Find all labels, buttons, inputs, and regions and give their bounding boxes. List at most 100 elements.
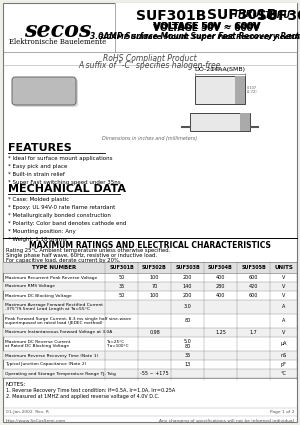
Text: Maximum Recurrent Peak Reverse Voltage: Maximum Recurrent Peak Reverse Voltage [5, 275, 98, 280]
Text: http://www.SeCosSemi.com: http://www.SeCosSemi.com [6, 419, 66, 423]
Bar [240, 113, 250, 131]
Text: SUF304B: SUF304B [208, 265, 233, 270]
Text: Maximum Average Forward Rectified Current
.375"(9.5mm) Lead Length at Ta=55°C: Maximum Average Forward Rectified Curren… [5, 303, 103, 311]
Text: VOLTAGE 50V ~ 600V: VOLTAGE 50V ~ 600V [153, 22, 260, 31]
Text: -55 ~ +175: -55 ~ +175 [140, 371, 169, 376]
Text: 3.0AMP Surface Mount Super Fast Recovery Rectifiers: 3.0AMP Surface Mount Super Fast Recovery… [90, 32, 300, 41]
Text: SUF305B: SUF305B [207, 8, 300, 22]
Bar [115, 3, 297, 52]
Text: 1.25: 1.25 [215, 330, 226, 335]
Text: 600: 600 [249, 293, 258, 298]
Text: 35: 35 [184, 353, 190, 358]
Text: SUF303B: SUF303B [175, 265, 200, 270]
Text: 400: 400 [216, 275, 225, 280]
Text: THRU: THRU [232, 10, 260, 19]
Text: * Epoxy: UL 94V-0 rate flame retardant: * Epoxy: UL 94V-0 rate flame retardant [8, 205, 115, 210]
Text: Single phase half wave, 60Hz, resistive or inductive load.: Single phase half wave, 60Hz, resistive … [6, 253, 157, 258]
Text: pF: pF [280, 362, 286, 367]
Text: 420: 420 [249, 284, 258, 289]
Text: SUF305B: SUF305B [247, 9, 300, 23]
Bar [3, 300, 297, 314]
Text: V: V [282, 284, 285, 289]
Text: 400: 400 [216, 293, 225, 298]
Text: * Weight: 1.10 grams: * Weight: 1.10 grams [8, 237, 67, 242]
Text: 3.0AMP Surface Mount Super Fast Recovery Rectifiers: 3.0AMP Surface Mount Super Fast Recovery… [99, 34, 300, 40]
Text: * Metallurgically bonded construction: * Metallurgically bonded construction [8, 213, 111, 218]
Bar [3, 369, 297, 378]
Text: 0.107
(2.72): 0.107 (2.72) [247, 86, 258, 94]
Text: DO-214AA(SMB): DO-214AA(SMB) [194, 67, 245, 72]
Text: Peak Forward Surge Current, 8.3 ms single half sine-wave
superimposed on rated l: Peak Forward Surge Current, 8.3 ms singl… [5, 317, 131, 325]
Bar [235, 76, 245, 104]
Text: * Polarity: Color band denotes cathode end: * Polarity: Color band denotes cathode e… [8, 221, 126, 226]
Text: RoHS Compliant Product: RoHS Compliant Product [103, 54, 197, 63]
Text: 50: 50 [118, 275, 124, 280]
Text: 100: 100 [150, 293, 159, 298]
Text: Dimensions in inches and (millimeters): Dimensions in inches and (millimeters) [102, 136, 198, 141]
Text: Operating and Storage Temperature Range TJ, Tstg: Operating and Storage Temperature Range … [5, 371, 116, 376]
Text: VOLTAGE 50V ~ 600V: VOLTAGE 50V ~ 600V [153, 24, 260, 33]
Text: Maximum Reverse Recovery Time (Note 1): Maximum Reverse Recovery Time (Note 1) [5, 354, 98, 357]
Text: μA: μA [280, 342, 287, 346]
Text: 2. Measured at 1MHZ and applied reverse voltage of 4.0V D.C.: 2. Measured at 1MHZ and applied reverse … [6, 394, 159, 399]
Text: A: A [282, 304, 285, 309]
Text: Maximum Instantaneous Forward Voltage at 3.0A: Maximum Instantaneous Forward Voltage at… [5, 331, 112, 334]
Text: Elektronische Bauelemente: Elektronische Bauelemente [9, 38, 106, 46]
Text: SUF305B: SUF305B [241, 265, 266, 270]
Text: THRU: THRU [265, 11, 291, 20]
Text: V: V [282, 275, 285, 280]
Text: * Case: Molded plastic: * Case: Molded plastic [8, 197, 69, 202]
Text: For capacitive load, derate current by 20%.: For capacitive load, derate current by 2… [6, 258, 121, 263]
Text: secos: secos [24, 20, 92, 42]
Text: SUF301B: SUF301B [207, 8, 278, 22]
Bar [3, 282, 297, 291]
Text: V: V [282, 293, 285, 298]
Text: торговый  портал: торговый портал [85, 319, 215, 333]
Text: 200: 200 [183, 275, 192, 280]
Text: * Super Fast switching speed under 35ns: * Super Fast switching speed under 35ns [8, 180, 121, 185]
Text: FEATURES: FEATURES [8, 143, 72, 153]
Text: 0.98: 0.98 [149, 330, 160, 335]
Text: Maximum RMS Voltage: Maximum RMS Voltage [5, 284, 55, 289]
Text: SUF302B: SUF302B [142, 265, 167, 270]
Text: 0.213(5.41): 0.213(5.41) [210, 68, 230, 72]
Text: MAXIMUM RATINGS AND ELECTRICAL CHARACTERISTICS: MAXIMUM RATINGS AND ELECTRICAL CHARACTER… [29, 241, 271, 250]
Text: VOLTAGE 50V ~ 600V: VOLTAGE 50V ~ 600V [154, 22, 260, 31]
Text: 200: 200 [183, 293, 192, 298]
Text: 50: 50 [118, 293, 124, 298]
FancyBboxPatch shape [14, 79, 78, 107]
Text: TYPE NUMBER: TYPE NUMBER [32, 265, 76, 270]
Text: Rating 25°C Ambient temperature unless otherwise specified.: Rating 25°C Ambient temperature unless o… [6, 248, 170, 253]
Text: * Mounting position: Any: * Mounting position: Any [8, 229, 76, 234]
Text: SUF301B: SUF301B [109, 265, 134, 270]
Bar [3, 262, 297, 273]
Text: 140: 140 [183, 284, 192, 289]
Text: KoZuS: KoZuS [56, 274, 244, 326]
Text: * Easy pick and place: * Easy pick and place [8, 164, 68, 169]
Text: A suffix of "-C" specifies halogen-free: A suffix of "-C" specifies halogen-free [79, 61, 221, 70]
Text: 80: 80 [184, 318, 190, 323]
Text: Any changing of specifications will not be informed individual: Any changing of specifications will not … [159, 419, 294, 423]
Text: nS: nS [280, 353, 286, 358]
Bar [3, 351, 297, 360]
Text: NOTES:: NOTES: [6, 382, 26, 387]
Text: Maximum DC Blocking Voltage: Maximum DC Blocking Voltage [5, 294, 72, 297]
Text: 3.0: 3.0 [184, 304, 191, 309]
Text: °C: °C [280, 371, 286, 376]
Bar [195, 76, 245, 104]
Text: Ta=25°C
T a=100°C: Ta=25°C T a=100°C [106, 340, 128, 348]
FancyBboxPatch shape [12, 77, 76, 105]
Text: 280: 280 [216, 284, 225, 289]
Text: 1.7: 1.7 [250, 330, 257, 335]
Text: * Built-in strain relief: * Built-in strain relief [8, 172, 65, 177]
Text: 13: 13 [184, 362, 190, 367]
Text: 600: 600 [249, 275, 258, 280]
Text: A: A [282, 318, 285, 323]
Text: Maximum DC Reverse Current
at Rated DC Blocking Voltage: Maximum DC Reverse Current at Rated DC B… [5, 340, 70, 348]
Bar [190, 113, 250, 131]
Text: UNITS: UNITS [274, 265, 293, 270]
Text: V: V [282, 330, 285, 335]
Bar [3, 328, 297, 337]
Text: 01-Jan-2002  Rev. R: 01-Jan-2002 Rev. R [6, 410, 49, 414]
Text: SUF301B: SUF301B [136, 9, 206, 23]
